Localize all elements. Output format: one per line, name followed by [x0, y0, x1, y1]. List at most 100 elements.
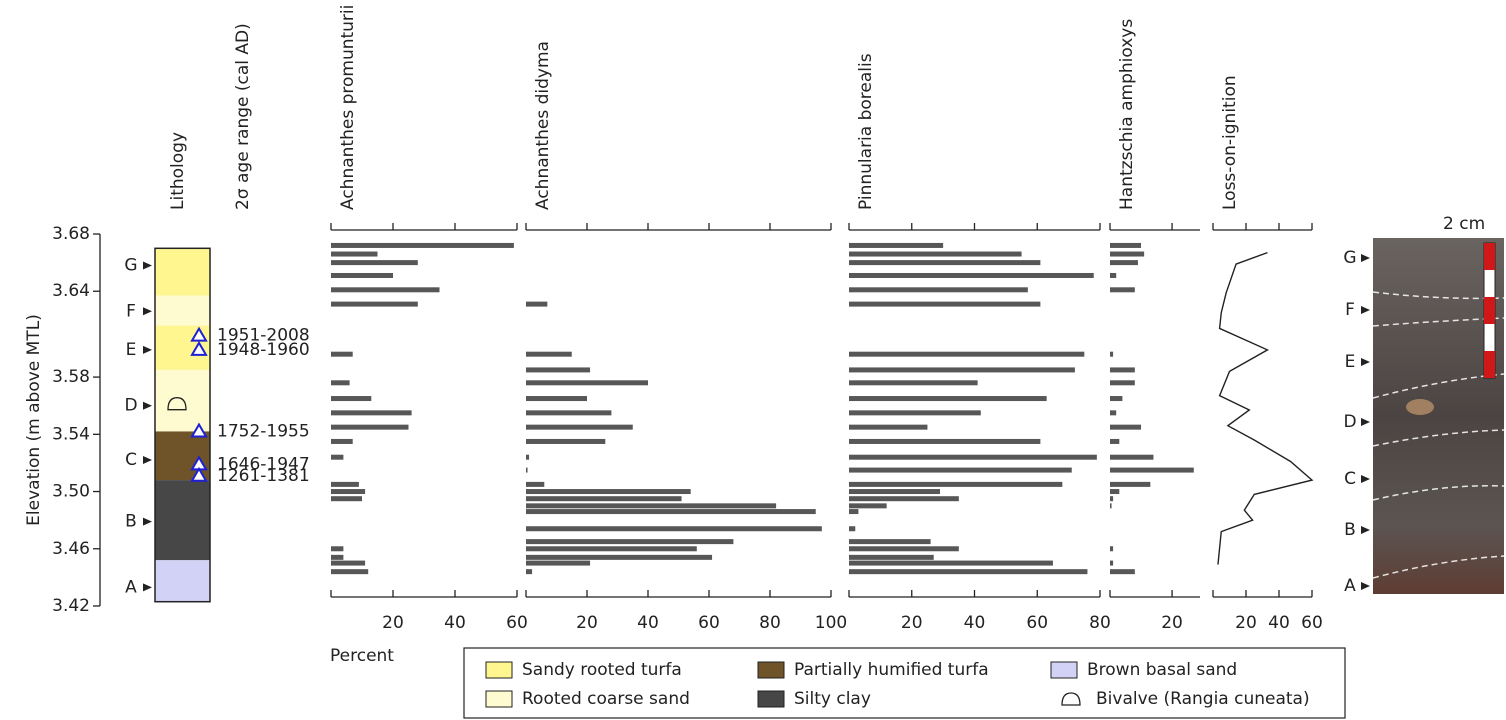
panel-title: Hantzschia amphioxys — [1117, 19, 1137, 210]
bar — [526, 424, 633, 430]
unit-arrow — [143, 261, 152, 270]
legend-label: Partially humified turfa — [794, 660, 989, 680]
bar — [331, 396, 372, 402]
bar — [849, 503, 887, 509]
bar — [1110, 546, 1114, 552]
bar — [526, 351, 572, 357]
legend-box — [463, 647, 1346, 719]
unit-label: G — [124, 255, 137, 275]
bar — [1110, 560, 1114, 566]
bar — [1110, 424, 1142, 430]
photo-unit-arrow — [1361, 254, 1370, 262]
bar — [1110, 251, 1145, 257]
lithology-layer — [155, 248, 210, 296]
bar — [849, 410, 981, 416]
x-tick-label: 20 — [901, 613, 923, 633]
photo-unit-arrow — [1361, 526, 1370, 534]
bar — [1110, 481, 1151, 487]
legend-swatch — [757, 690, 785, 708]
bar — [331, 554, 344, 560]
bar — [849, 554, 934, 560]
bar — [331, 410, 412, 416]
x-tick-label: 40 — [444, 613, 466, 633]
age-sample — [190, 422, 208, 438]
bar — [526, 526, 822, 532]
bar — [331, 496, 362, 502]
bar — [526, 554, 713, 560]
unit-arrow — [143, 345, 152, 354]
bar — [1110, 260, 1138, 266]
unit-label: D — [124, 396, 137, 416]
age-label: 1752-1955 — [217, 421, 310, 441]
bar — [849, 438, 1041, 444]
age-sample — [190, 340, 208, 356]
photo-unit-label: G — [1343, 248, 1356, 268]
boundary — [1372, 555, 1505, 579]
photo-unit-label: D — [1343, 412, 1356, 432]
boundary — [1372, 373, 1505, 399]
bar — [526, 380, 648, 386]
lithology-frame — [154, 247, 211, 603]
bar — [331, 251, 378, 257]
bar — [849, 509, 859, 515]
photo-unit-label: E — [1345, 352, 1356, 372]
photo-unit-label: F — [1345, 300, 1355, 320]
bar — [1110, 410, 1117, 416]
x-tick-label: 60 — [1026, 613, 1048, 633]
bar — [849, 260, 1041, 266]
bar — [526, 410, 612, 416]
x-tick-label: 20 — [576, 613, 598, 633]
x-tick-label: 40 — [1268, 613, 1290, 633]
bar — [1110, 454, 1154, 460]
panel-title: Achnanthes promunturii — [338, 5, 358, 210]
bar — [331, 569, 369, 575]
legend-label: Brown basal sand — [1087, 660, 1237, 680]
bar — [849, 367, 1075, 373]
photo-unit-label: A — [1344, 576, 1356, 596]
boundary — [1372, 291, 1505, 300]
scale-segment — [1484, 243, 1495, 270]
bar — [1110, 367, 1135, 373]
bar — [849, 454, 1097, 460]
bar — [849, 351, 1085, 357]
bar — [849, 301, 1041, 307]
age-sample — [190, 466, 208, 482]
legend-symbol — [1061, 692, 1081, 706]
bar — [526, 454, 530, 460]
y-tick-label: 3.68 — [52, 224, 90, 244]
bar — [331, 438, 353, 444]
x-tick-label: 100 — [815, 613, 847, 633]
bar — [526, 546, 697, 552]
bar — [849, 560, 1053, 566]
unit-arrow — [143, 456, 152, 465]
y-tick-label: 3.64 — [52, 281, 90, 301]
x-tick-label: 40 — [964, 613, 986, 633]
age-label: 1261-1381 — [217, 466, 310, 486]
legend-label: Rooted coarse sand — [522, 689, 690, 709]
legend-label: Silty clay — [794, 689, 871, 709]
x-tick-label: 40 — [637, 613, 659, 633]
bar — [526, 509, 816, 515]
bar — [849, 546, 959, 552]
bar — [849, 467, 1072, 473]
lithology-layer — [155, 560, 210, 602]
unit-arrow — [143, 307, 152, 316]
bar — [526, 481, 545, 487]
x-tick-label: 20 — [1161, 613, 1183, 633]
bar — [1110, 496, 1114, 502]
bar — [526, 467, 528, 473]
bar — [1110, 503, 1112, 509]
scale-segment — [1484, 351, 1495, 378]
bar — [1110, 380, 1135, 386]
bar — [1110, 396, 1123, 402]
bar — [331, 454, 344, 460]
bar — [526, 438, 606, 444]
bar — [849, 272, 1094, 278]
bar — [331, 272, 393, 278]
y-tick-label: 3.58 — [52, 367, 90, 387]
unit-label: E — [126, 340, 137, 360]
x-tick-label: 20 — [382, 613, 404, 633]
age-sample — [190, 326, 208, 342]
x-tick-label: 60 — [1301, 613, 1323, 633]
